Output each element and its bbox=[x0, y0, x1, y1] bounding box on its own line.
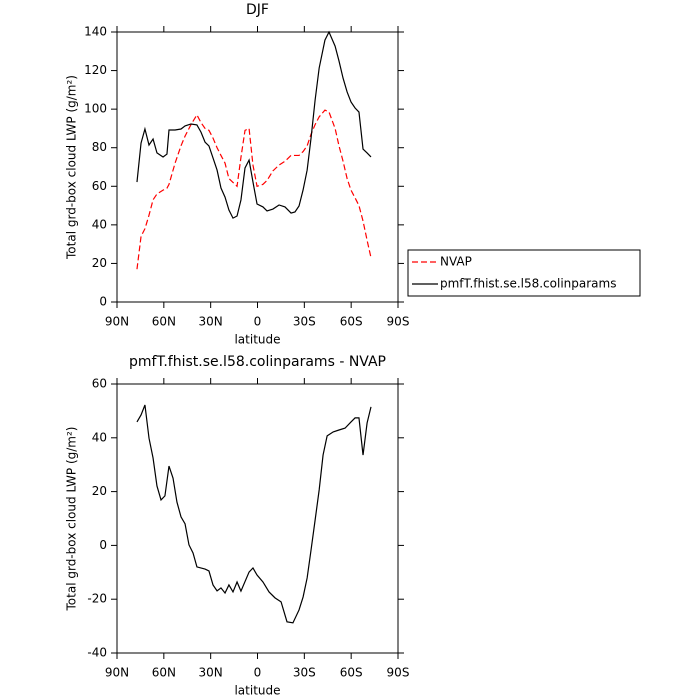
data-line bbox=[136, 404, 372, 624]
y-tick-label: 0 bbox=[99, 295, 107, 309]
y-tick-label: 40 bbox=[92, 217, 107, 231]
x-tick-label: 90S bbox=[387, 666, 410, 680]
x-tick-label: 0 bbox=[254, 315, 262, 329]
y-tick-label: -40 bbox=[87, 646, 107, 660]
y-tick-label: 120 bbox=[84, 63, 107, 77]
plot-frame bbox=[116, 31, 399, 303]
y-axis-label: Total grd-box cloud LWP (g/m²) bbox=[65, 427, 79, 612]
legend-label: NVAP bbox=[440, 255, 472, 269]
x-axis-label: latitude bbox=[234, 684, 280, 698]
y-axis-label: Total grd-box cloud LWP (g/m²) bbox=[65, 75, 79, 260]
chart-title: pmfT.fhist.se.l58.colinparams - NVAP bbox=[129, 354, 386, 370]
x-tick-label: 0 bbox=[254, 666, 262, 680]
y-tick-label: 60 bbox=[92, 179, 107, 193]
y-tick-label: 100 bbox=[84, 102, 107, 116]
data-line bbox=[136, 109, 372, 270]
data-line bbox=[136, 30, 372, 219]
y-tick-label: 80 bbox=[92, 140, 107, 154]
y-tick-label: 20 bbox=[92, 256, 107, 270]
legend-box bbox=[407, 249, 641, 297]
y-tick-label: 60 bbox=[92, 377, 107, 391]
x-tick-label: 60S bbox=[340, 315, 363, 329]
x-tick-label: 90N bbox=[105, 666, 129, 680]
x-tick-label: 90S bbox=[387, 315, 410, 329]
y-tick-label: 140 bbox=[84, 25, 107, 39]
x-axis-label: latitude bbox=[234, 333, 280, 347]
legend-label: pmfT.fhist.se.l58.colinparams bbox=[440, 277, 616, 291]
x-tick-label: 30N bbox=[199, 666, 223, 680]
x-tick-label: 30S bbox=[293, 315, 316, 329]
chart-title: DJF bbox=[246, 2, 269, 18]
x-tick-label: 60N bbox=[152, 315, 176, 329]
y-tick-label: 20 bbox=[92, 484, 107, 498]
x-tick-label: 30S bbox=[293, 666, 316, 680]
y-tick-label: -20 bbox=[87, 592, 107, 606]
x-tick-label: 30N bbox=[199, 315, 223, 329]
x-tick-label: 60N bbox=[152, 666, 176, 680]
x-tick-label: 90N bbox=[105, 315, 129, 329]
y-tick-label: 40 bbox=[92, 430, 107, 444]
plot-frame bbox=[116, 383, 399, 654]
x-tick-label: 60S bbox=[340, 666, 363, 680]
y-tick-label: 0 bbox=[99, 538, 107, 552]
